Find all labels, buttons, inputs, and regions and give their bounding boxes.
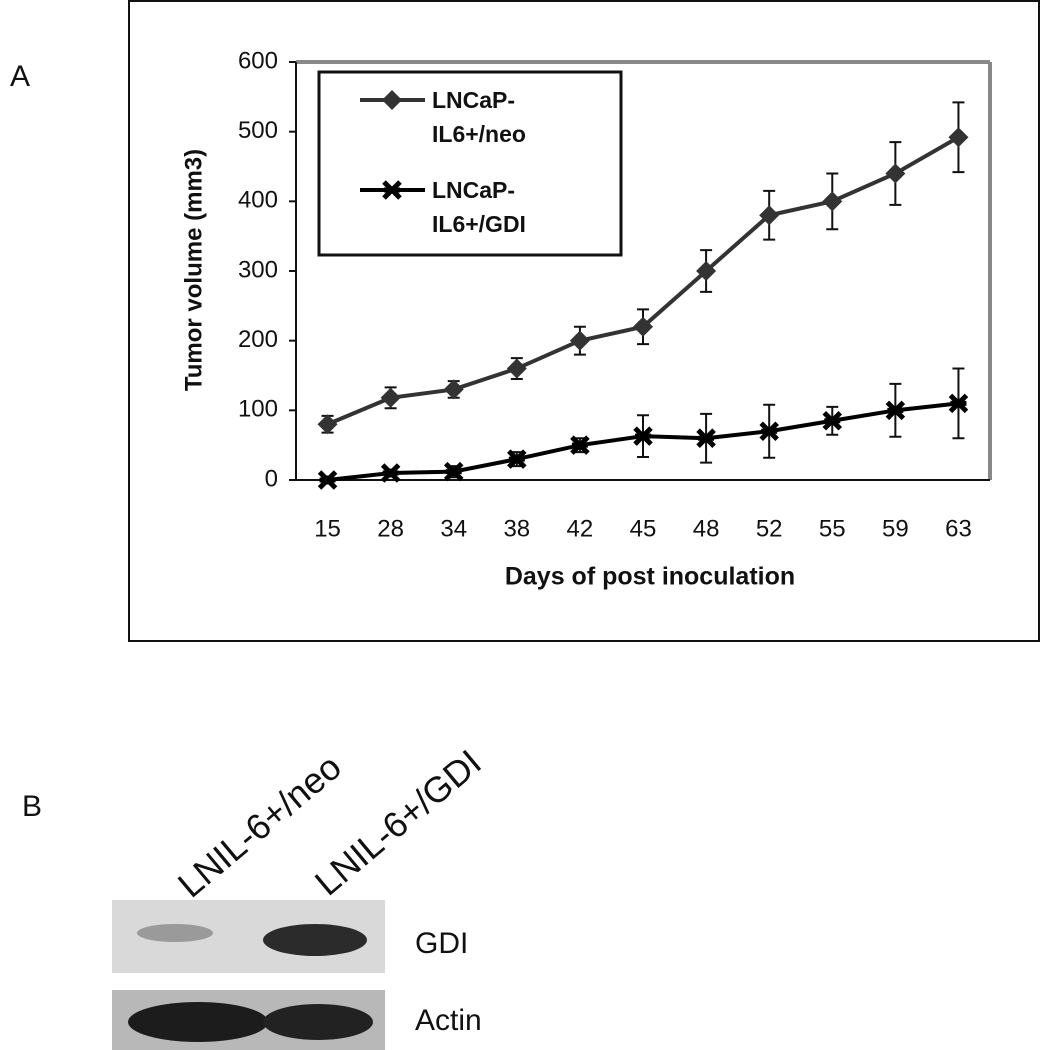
- band: [137, 924, 213, 942]
- point: [696, 261, 717, 281]
- x-tick-label: 28: [377, 515, 404, 542]
- point: [759, 205, 780, 226]
- band: [128, 1002, 268, 1042]
- point: [696, 428, 716, 448]
- point: [948, 127, 969, 148]
- point: [443, 461, 464, 482]
- point: [885, 163, 906, 184]
- band-label: Actin: [415, 1004, 482, 1037]
- panel-label: A: [10, 60, 30, 93]
- point: [569, 330, 590, 351]
- point: [380, 387, 401, 408]
- x-tick-label: 55: [819, 515, 846, 542]
- band: [263, 924, 367, 956]
- y-tick-label: 500: [238, 117, 278, 144]
- x-tick-label: 48: [693, 515, 720, 542]
- point: [382, 180, 402, 200]
- x-tick-label: 52: [756, 515, 783, 542]
- x-tick-label: 38: [503, 515, 530, 542]
- x-axis-label: Days of post inoculation: [505, 563, 795, 591]
- point: [317, 470, 338, 490]
- point: [506, 358, 527, 379]
- point: [382, 90, 402, 110]
- y-tick-label: 300: [238, 256, 278, 283]
- x-tick-label: 15: [314, 515, 341, 542]
- point: [948, 393, 969, 414]
- y-tick-label: 0: [265, 465, 278, 492]
- point: [885, 400, 906, 421]
- point: [822, 191, 843, 212]
- y-tick-label: 600: [238, 47, 278, 74]
- panel-frame: [128, 0, 1040, 642]
- point: [822, 411, 843, 431]
- panel-label: B: [22, 790, 42, 823]
- legend-box: [317, 70, 623, 257]
- x-tick-label: 34: [440, 515, 467, 542]
- point: [633, 426, 653, 446]
- y-tick-label: 200: [238, 326, 278, 353]
- y-axis-label: Tumor volume (mm3): [180, 149, 207, 391]
- legend-label: LNCaP-IL6+/neo: [432, 87, 526, 147]
- x-tick-label: 59: [882, 515, 909, 542]
- x-tick-label: 45: [630, 515, 657, 542]
- point: [570, 435, 590, 455]
- legend-label: LNCaP-IL6+/GDI: [432, 177, 526, 237]
- y-tick-label: 100: [238, 396, 278, 423]
- x-tick-label: 63: [945, 515, 972, 542]
- point: [759, 421, 779, 442]
- point: [380, 463, 401, 483]
- y-tick-label: 400: [238, 187, 278, 214]
- point: [317, 414, 338, 435]
- point: [633, 316, 653, 337]
- point: [507, 449, 527, 469]
- x-tick-label: 42: [567, 515, 594, 542]
- band-label: GDI: [415, 927, 468, 960]
- point: [443, 379, 464, 400]
- band: [263, 1004, 373, 1040]
